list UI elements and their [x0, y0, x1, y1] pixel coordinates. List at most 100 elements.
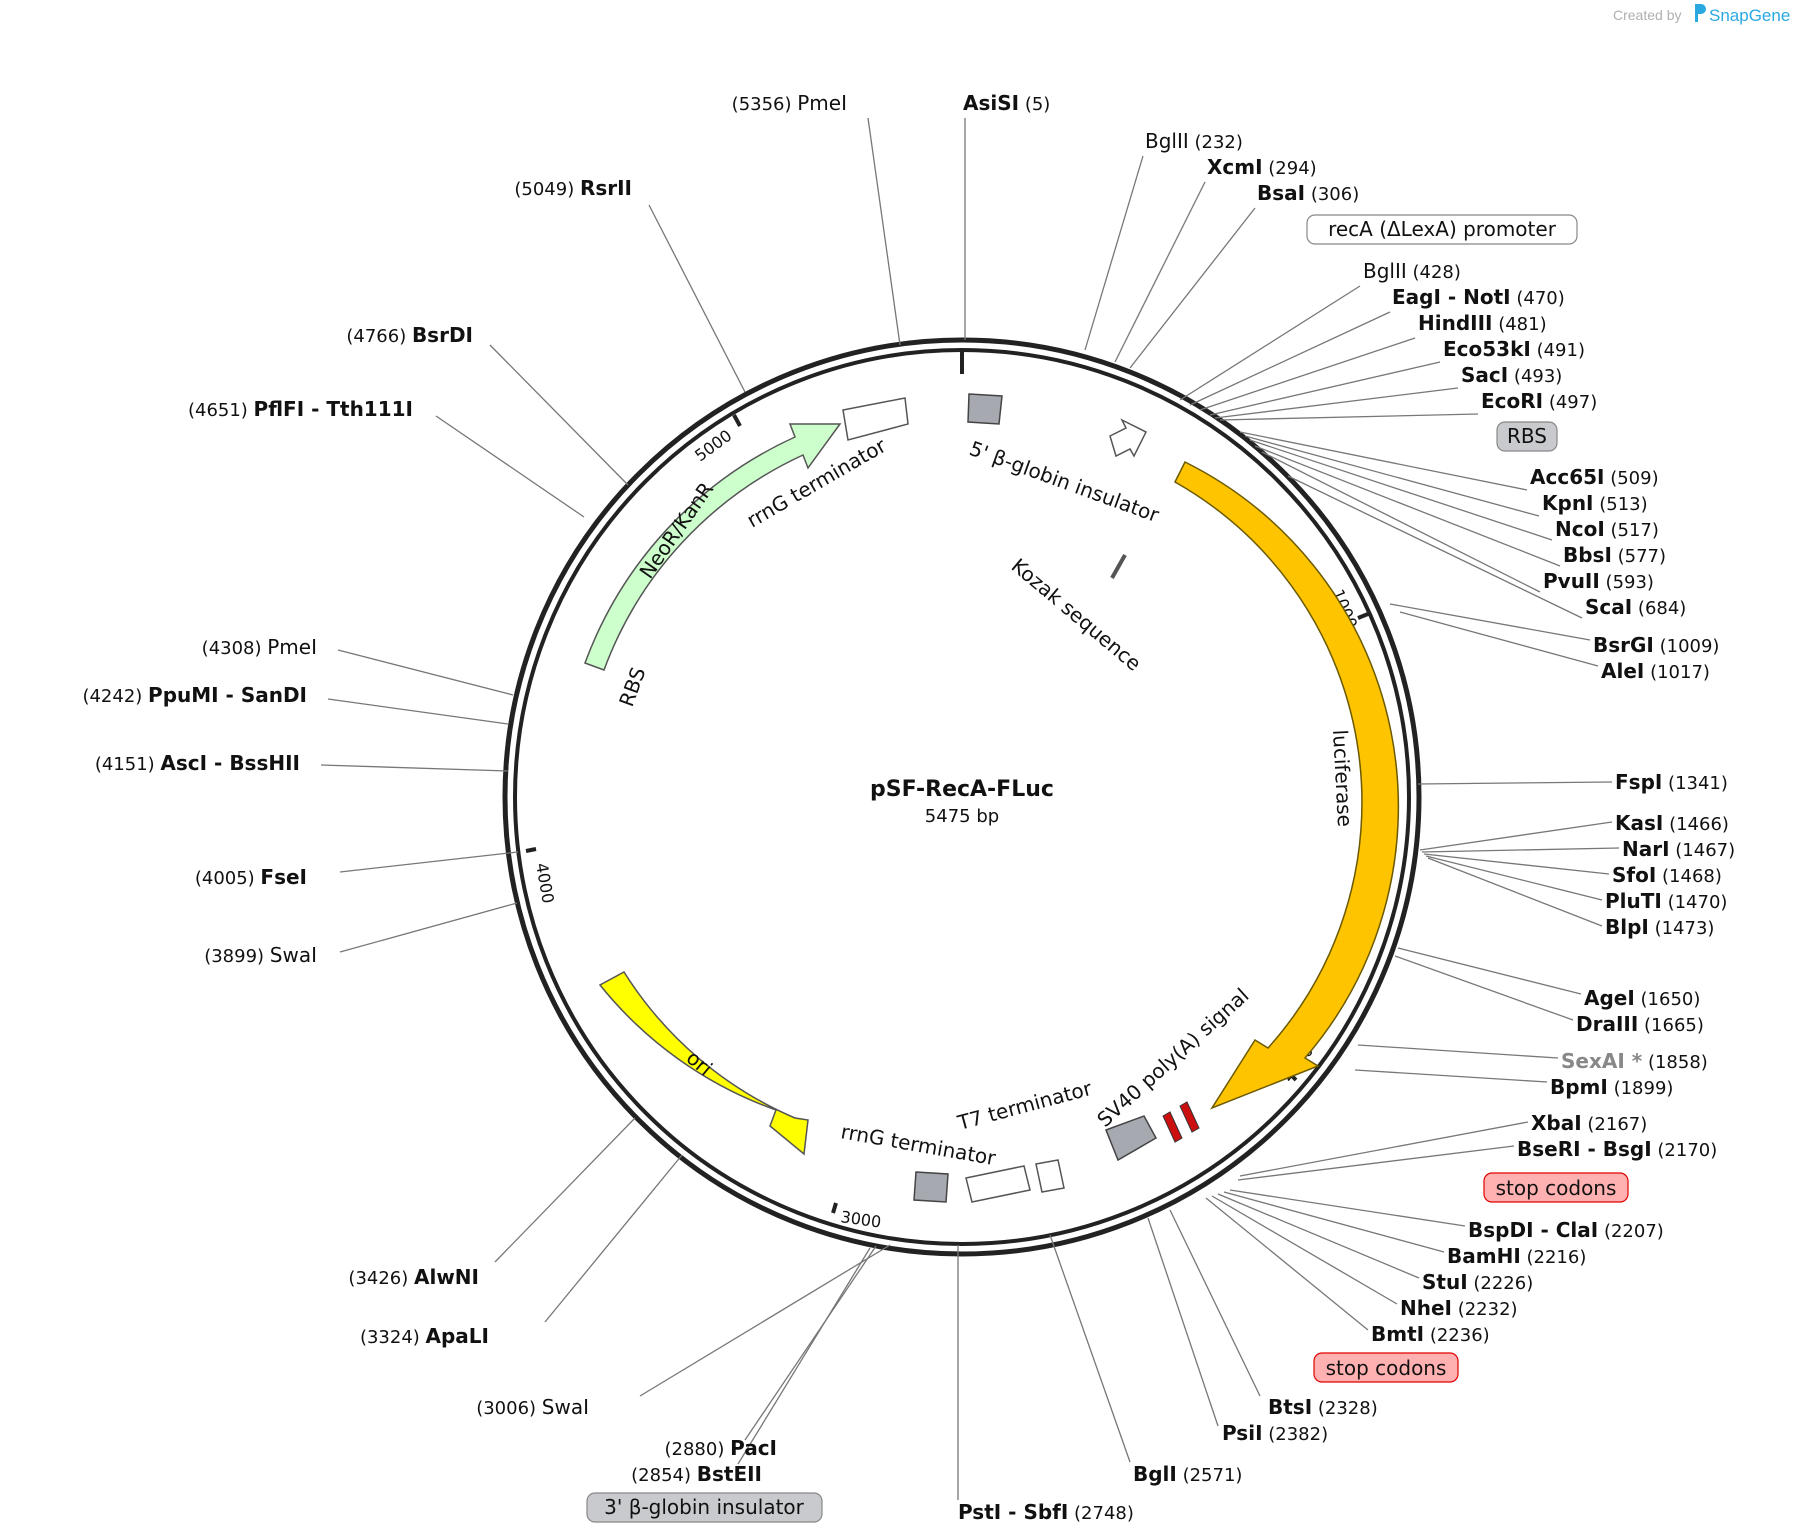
site-text: PvuII (593) [1543, 569, 1654, 593]
luciferase-arrow [1174, 460, 1400, 1110]
site-label: (4766) BsrDI [346, 323, 473, 347]
site-label: (4651) PflFI - Tth111I [188, 397, 413, 421]
site-text: BglII (428) [1363, 259, 1461, 283]
site-leader-line [1254, 445, 1561, 567]
rbs-inner-label: RBS [614, 664, 650, 710]
site-leader-line [1425, 855, 1603, 901]
rrng-top-box [842, 397, 909, 441]
site-text: (2854) BstEII [631, 1462, 762, 1486]
site-text: BlpI (1473) [1605, 915, 1714, 939]
site-label: PsiI (2382) [1222, 1421, 1328, 1445]
rrng-bottom-box [965, 1165, 1031, 1203]
site-leader-line [320, 764, 509, 772]
site-label: PstI - SbfI (2748) [958, 1500, 1134, 1524]
site-label: AleI (1017) [1601, 659, 1710, 683]
site-text: BtsI (2328) [1268, 1395, 1378, 1419]
site-label: SacI (493) [1461, 363, 1562, 387]
site-label: (5356) PmeI [732, 91, 847, 115]
site-text: PluTI (1470) [1605, 889, 1727, 913]
globin3-tag-box [586, 1492, 823, 1523]
site-text: DraIII (1665) [1576, 1012, 1704, 1036]
rbs-tag-label: RBS [1507, 424, 1547, 448]
site-label: AgeI (1650) [1584, 986, 1700, 1010]
site-labels: AsiSI (5) BglII (232)XcmI (294)BsaI (306)… [82, 91, 1735, 1524]
site-text: BsaI (306) [1257, 181, 1359, 205]
site-leader-line [494, 1117, 636, 1263]
credit-brand: SnapGene [1709, 6, 1790, 25]
site-text: StuI (2226) [1422, 1270, 1533, 1294]
site-text: (4151) AscI - BssHII [95, 751, 300, 775]
t7-box [1035, 1159, 1065, 1193]
site-text: (3899) SwaI [204, 943, 317, 967]
site-text: FspI (1341) [1615, 770, 1728, 794]
site-label: BsaI (306) [1257, 181, 1359, 205]
site-leader-line [1084, 155, 1144, 351]
site-label: Acc65I (509) [1530, 465, 1659, 489]
site-label: FspI (1341) [1615, 770, 1728, 794]
sv40-box [1105, 1115, 1158, 1162]
site-leader-line [1419, 821, 1613, 851]
site-text: (5049) RsrII [514, 176, 632, 200]
site-text: BamHI (2216) [1447, 1244, 1586, 1268]
site-leader-line [1417, 781, 1613, 785]
site-leader-line [339, 902, 518, 953]
tick-1000 [1357, 612, 1369, 620]
site-text: XbaI (2167) [1531, 1111, 1647, 1135]
site-label: XbaI (2167) [1531, 1111, 1647, 1135]
site-leader-line [544, 1154, 683, 1323]
plasmid-name: pSF-RecA-FLuc [870, 777, 1054, 802]
neokan-arrow [584, 423, 842, 671]
site-leader-line [1199, 337, 1416, 411]
stop-tag-label-2: stop codons [1326, 1356, 1447, 1380]
site-leader-line [435, 415, 585, 518]
tick-label-4000: 4000 [532, 861, 558, 904]
site-label: ScaI (684) [1585, 595, 1686, 619]
recA-tag-box [1306, 214, 1578, 245]
site-text: AsiSI (5) [963, 91, 1050, 115]
site-leader-line [1357, 1044, 1559, 1059]
site-text: BglI (2571) [1133, 1462, 1242, 1486]
site-label: PvuII (593) [1543, 569, 1654, 593]
site-leader-line [1179, 285, 1361, 401]
site-label: (2880) PacI [665, 1436, 778, 1460]
credit-prefix: Created by [1613, 7, 1681, 23]
site-leader-line [1211, 1195, 1398, 1305]
site-label: KasI (1466) [1615, 811, 1729, 835]
site-label: BglI (2571) [1133, 1462, 1242, 1486]
site-leader-line [1237, 1145, 1515, 1181]
site-label: BseRI - BsgI (2170) [1517, 1137, 1717, 1161]
site-text: NcoI (517) [1555, 517, 1659, 541]
site-leader-line [1261, 451, 1541, 593]
site-leader-line [1223, 1191, 1445, 1253]
site-leader-line [1219, 413, 1479, 421]
site-text: BbsI (577) [1563, 543, 1666, 567]
site-label: (2854) BstEII [631, 1462, 762, 1486]
site-text: HindIII (481) [1418, 311, 1547, 335]
site-text: PstI - SbfI (2748) [958, 1500, 1134, 1524]
site-leader-line [1217, 1193, 1420, 1279]
site-label: NarI (1467) [1622, 837, 1735, 861]
site-label: (3426) AlwNI [348, 1265, 479, 1289]
site-label: (4308) PmeI [202, 635, 317, 659]
tick-label-5000: 5000 [691, 426, 735, 465]
site-text: (3426) AlwNI [348, 1265, 479, 1289]
site-label: EagI - NotI (470) [1392, 285, 1565, 309]
site-label: (4005) FseI [195, 865, 307, 889]
site-leader-line [327, 698, 509, 725]
site-text: (3324) ApaLI [360, 1324, 489, 1348]
site-text: XcmI (294) [1207, 155, 1317, 179]
site-text: ScaI (684) [1585, 595, 1686, 619]
site-text: (4005) FseI [195, 865, 307, 889]
site-label: BtsI (2328) [1268, 1395, 1378, 1419]
site-text: (4308) PmeI [202, 635, 317, 659]
site-text: BseRI - BsgI (2170) [1517, 1137, 1717, 1161]
site-leader-line [1389, 603, 1591, 641]
backbone [502, 337, 1422, 1257]
site-label: KpnI (513) [1542, 491, 1648, 515]
site-label: (3899) SwaI [204, 943, 317, 967]
site-label: AsiSI (5) [963, 91, 1050, 115]
site-label: NcoI (517) [1555, 517, 1659, 541]
site-text: PsiI (2382) [1222, 1421, 1328, 1445]
site-text: (4766) BsrDI [346, 323, 473, 347]
